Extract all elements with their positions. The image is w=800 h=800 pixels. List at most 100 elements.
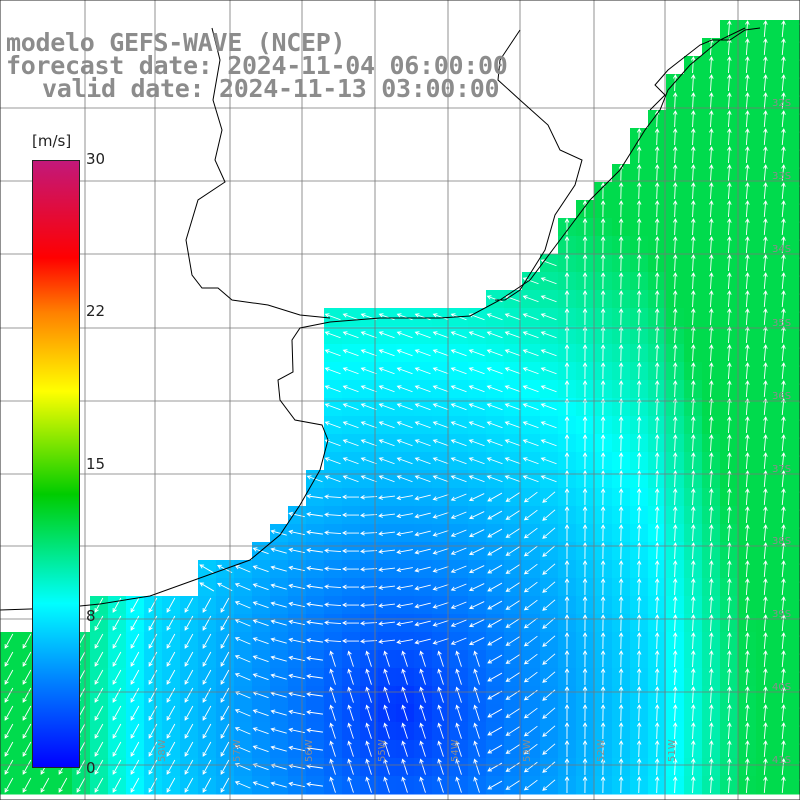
wind-arrow [523,707,538,719]
wind-arrow [437,650,444,667]
wind-arrow [468,529,485,538]
wind-arrow [542,581,556,593]
wind-arrow [112,669,122,685]
wind-arrow [342,439,359,447]
wind-arrow [22,777,32,793]
wind-arrow [270,727,287,734]
wind-arrow [504,331,521,339]
wind-arrow [360,403,377,411]
wind-arrow [745,704,750,722]
wind-arrow [234,655,251,663]
wind-arrow [600,524,606,542]
wind-arrow [727,614,732,632]
wind-arrow [727,236,732,254]
wind-arrow [486,331,503,339]
field-cell [792,164,800,183]
latitude-label: 35S [772,318,791,329]
wind-arrow [184,669,194,685]
wind-arrow [252,745,269,753]
wind-arrow [450,511,467,519]
wind-arrow [708,218,714,236]
wind-arrow [324,638,342,643]
wind-arrow [564,272,570,290]
wind-arrow [708,416,714,434]
wind-arrow [582,380,588,398]
wind-arrow [600,578,606,596]
wind-arrow [523,617,538,629]
wind-arrow [654,182,660,200]
wind-arrow [487,546,503,556]
wind-arrow [745,578,750,596]
field-cell [792,290,800,309]
wind-arrow [654,254,660,272]
longitude-label: 51W [667,739,678,762]
wind-arrow [347,704,354,721]
wind-arrow [473,740,480,757]
field-cell [792,758,800,777]
wind-arrow [360,367,377,375]
wind-arrow [745,614,750,632]
wind-arrow [378,367,395,375]
wind-arrow [419,758,426,775]
wind-arrow [727,578,732,596]
wind-arrow [130,687,140,703]
wind-arrow [781,704,786,722]
wind-arrow [130,615,140,631]
wind-arrow [708,434,714,452]
wind-arrow [396,639,413,645]
wind-arrow [654,344,660,362]
wind-arrow [654,128,660,146]
wind-arrow [504,439,521,447]
wind-arrow [672,578,678,596]
wind-arrow [166,777,176,793]
wind-arrow [455,668,462,685]
wind-arrow [234,583,251,591]
wind-arrow [672,506,678,524]
wind-arrow [690,92,696,110]
wind-arrow [636,380,642,398]
wind-arrow [450,367,467,375]
wind-arrow [763,686,768,704]
wind-arrow [378,567,395,572]
wind-arrow [396,475,413,483]
wind-arrow [672,704,678,722]
wind-arrow [636,488,642,506]
wind-arrow [654,362,660,380]
wind-arrow [582,236,588,254]
wind-arrow [582,362,588,380]
field-cell [792,20,800,39]
wind-arrow [540,295,557,303]
wind-arrow [564,236,570,254]
field-cell [792,722,800,741]
wind-arrow [383,722,390,739]
wind-arrow [600,416,606,434]
wind-arrow [360,512,378,518]
wind-arrow [450,439,467,447]
wind-arrow [360,475,377,483]
wind-arrow [360,638,378,644]
wind-arrow [252,619,269,627]
wind-arrow [365,776,372,793]
wind-arrow [148,759,158,775]
wind-arrow [745,596,750,614]
wind-arrow [763,434,768,452]
wind-arrow [360,584,378,590]
wind-arrow [564,758,570,776]
wind-arrow [763,506,768,524]
wind-arrow [324,566,342,571]
wind-arrow [504,367,521,375]
wind-arrow [763,128,768,146]
wind-arrow [487,510,503,520]
wind-arrow [22,687,32,703]
wind-arrow [505,492,520,502]
wind-arrow [130,759,140,775]
wind-arrow [220,633,230,649]
field-cell [792,74,800,93]
wind-arrow [184,633,194,649]
wind-arrow [745,524,750,542]
wind-arrow [781,380,786,398]
wind-arrow [542,527,556,539]
wind-arrow [342,584,360,590]
wind-arrow [112,741,122,757]
latitude-label: 33S [772,171,791,182]
